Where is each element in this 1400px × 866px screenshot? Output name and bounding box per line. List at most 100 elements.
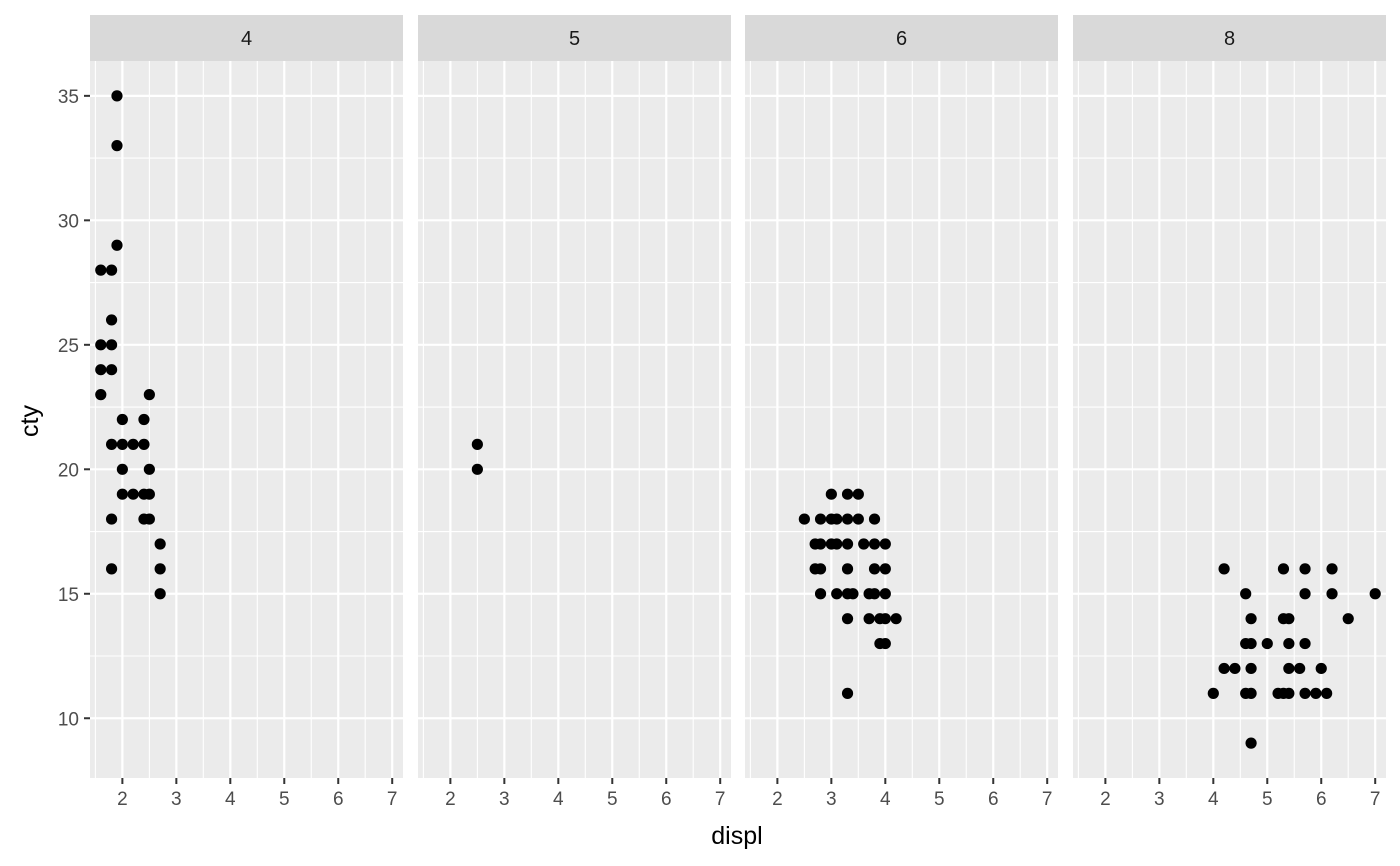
data-point [852, 513, 864, 525]
data-point [95, 389, 107, 401]
data-point [1245, 662, 1257, 675]
data-point [798, 513, 810, 525]
facet-panel-5: 5 2 3 4 5 6 7 [418, 15, 731, 810]
y-axis: 10 15 20 25 30 35 [58, 87, 90, 730]
y-tick-label: 25 [58, 336, 79, 357]
data-point [105, 364, 118, 376]
x-tick-label: 4 [225, 789, 236, 810]
data-point [105, 314, 118, 326]
data-point [1218, 662, 1230, 675]
data-point [1315, 662, 1327, 675]
x-tick-label: 3 [826, 789, 837, 810]
y-tick-label: 10 [58, 709, 79, 730]
x-tick-label: 2 [1100, 789, 1111, 810]
data-point [841, 488, 854, 500]
x-tick-label: 7 [1370, 789, 1381, 810]
data-point [105, 513, 118, 525]
data-point [105, 438, 118, 450]
x-tick-label: 3 [499, 789, 510, 810]
data-point [95, 364, 107, 376]
x-tick-label: 5 [607, 789, 618, 810]
data-point [1207, 687, 1219, 699]
panel-background [1073, 61, 1386, 778]
data-point [1218, 563, 1230, 575]
data-point [1342, 613, 1354, 625]
data-point [1326, 588, 1338, 600]
x-tick-label: 7 [715, 789, 726, 810]
facet-strip-label: 4 [241, 28, 252, 50]
data-point [471, 463, 483, 475]
facet-panel-4: 4 2 3 4 5 6 7 [90, 15, 403, 810]
y-tick-label: 15 [58, 585, 79, 606]
data-point [814, 563, 827, 575]
data-point [858, 538, 870, 550]
x-tick-label: 6 [333, 789, 344, 810]
data-point [95, 339, 107, 351]
x-tick-label: 2 [445, 789, 456, 810]
data-point [143, 513, 155, 525]
x-tick-label: 5 [934, 789, 945, 810]
data-point [1245, 737, 1257, 749]
data-point [1245, 637, 1257, 650]
facet-strip-label: 6 [896, 28, 907, 50]
facet-strip [418, 15, 731, 61]
data-point [1299, 588, 1311, 600]
data-point [111, 90, 123, 102]
data-point [814, 513, 827, 525]
y-axis-title: cty [16, 405, 44, 437]
facet-strip-label: 8 [1224, 28, 1235, 50]
data-point [863, 613, 875, 625]
data-point [143, 463, 155, 475]
data-point [111, 239, 123, 251]
data-point [1369, 588, 1381, 600]
x-tick-label: 3 [171, 789, 182, 810]
data-point [116, 463, 128, 475]
data-point [1321, 687, 1333, 699]
x-tick-label: 3 [1154, 789, 1165, 810]
panel-background [418, 61, 731, 778]
data-point [105, 264, 118, 276]
x-axis-title: displ [711, 822, 762, 850]
x-tick-label: 7 [1042, 789, 1053, 810]
data-point [879, 613, 891, 625]
data-point [814, 588, 827, 600]
data-point [111, 140, 123, 152]
data-point [143, 488, 155, 500]
data-point [831, 588, 843, 600]
data-point [143, 389, 155, 401]
x-tick-label: 4 [880, 789, 891, 810]
x-tick-label: 2 [772, 789, 783, 810]
y-tick-label: 20 [58, 460, 79, 481]
data-point [116, 488, 128, 500]
data-point [1229, 662, 1241, 675]
data-point [841, 538, 854, 550]
x-tick-label: 6 [1316, 789, 1327, 810]
data-point [825, 488, 837, 500]
data-point [154, 563, 166, 575]
data-point [1299, 637, 1311, 650]
facet-strip-label: 5 [569, 28, 580, 50]
data-point [831, 538, 843, 550]
data-point [847, 588, 859, 600]
data-point [868, 538, 881, 550]
facet-strip [745, 15, 1058, 61]
data-point [1240, 588, 1252, 600]
data-point [841, 513, 854, 525]
x-tick-label: 4 [1208, 789, 1219, 810]
data-point [127, 438, 139, 450]
x-tick-label: 4 [553, 789, 564, 810]
data-point [1283, 662, 1295, 675]
facet-panel-6: 6 2 3 4 5 6 7 [745, 15, 1058, 810]
x-tick-label: 7 [387, 789, 398, 810]
x-tick-label: 2 [117, 789, 128, 810]
data-point [841, 613, 854, 625]
data-point [1245, 613, 1257, 625]
data-point [116, 413, 128, 426]
data-point [852, 488, 864, 500]
data-point [138, 413, 150, 426]
data-point [105, 563, 118, 575]
data-point [105, 339, 118, 351]
data-point [879, 637, 891, 650]
data-point [154, 588, 166, 600]
